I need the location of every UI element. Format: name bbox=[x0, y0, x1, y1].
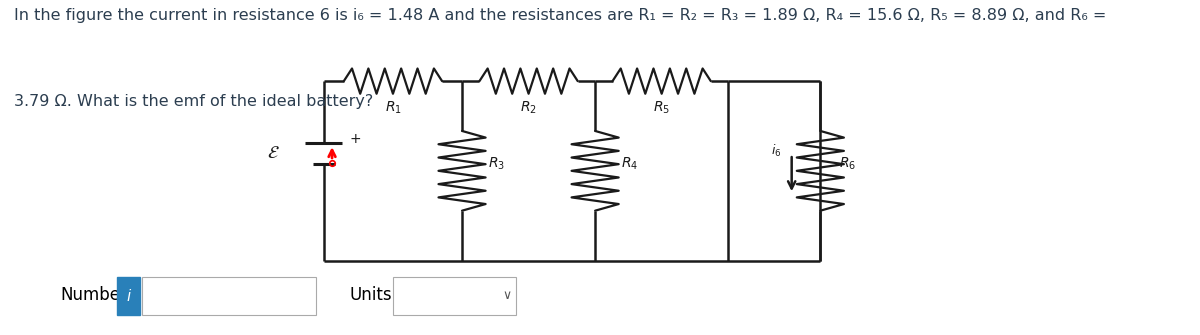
FancyBboxPatch shape bbox=[118, 277, 139, 315]
Text: $R_1$: $R_1$ bbox=[384, 99, 401, 116]
Text: $i_6$: $i_6$ bbox=[770, 143, 781, 159]
Text: ∨: ∨ bbox=[503, 289, 511, 302]
Text: $R_6$: $R_6$ bbox=[839, 156, 856, 173]
Text: $R_4$: $R_4$ bbox=[620, 156, 638, 173]
Text: Number: Number bbox=[61, 286, 127, 305]
Text: $R_5$: $R_5$ bbox=[653, 99, 670, 116]
Text: $\mathcal{E}$: $\mathcal{E}$ bbox=[268, 144, 280, 161]
Text: 3.79 Ω. What is the emf of the ideal battery?: 3.79 Ω. What is the emf of the ideal bat… bbox=[13, 94, 373, 110]
Text: +: + bbox=[349, 132, 361, 146]
Text: i: i bbox=[126, 289, 131, 304]
Text: In the figure the current in resistance 6 is i₆ = 1.48 A and the resistances are: In the figure the current in resistance … bbox=[13, 8, 1106, 23]
FancyBboxPatch shape bbox=[142, 277, 316, 315]
FancyBboxPatch shape bbox=[394, 277, 516, 315]
Text: Units: Units bbox=[349, 286, 392, 305]
Text: $R_3$: $R_3$ bbox=[487, 156, 505, 173]
Text: $R_2$: $R_2$ bbox=[520, 99, 538, 116]
